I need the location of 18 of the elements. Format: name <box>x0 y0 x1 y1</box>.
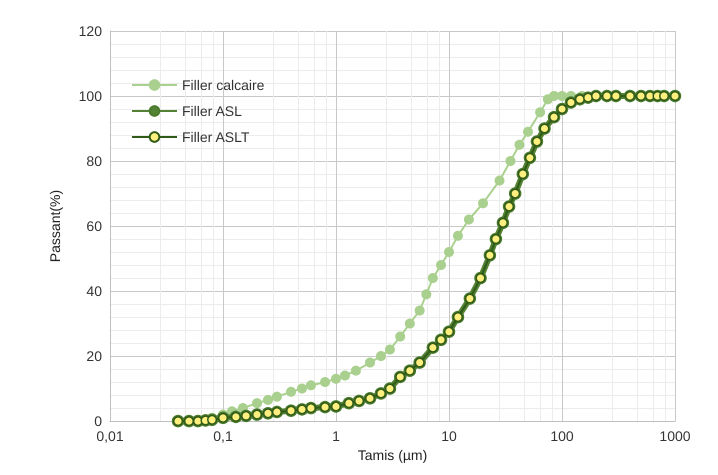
y-tick-label: 60 <box>86 218 102 234</box>
y-tick-label: 40 <box>86 283 102 300</box>
x-axis-title: Tamis (µm) <box>358 447 428 463</box>
y-tick-label: 0 <box>94 413 102 430</box>
x-tick-label: 100 <box>550 428 574 444</box>
legend-label: Filler ASLT <box>182 129 250 145</box>
x-tick-label: 0,1 <box>213 428 233 444</box>
y-tick-label: 80 <box>86 153 102 170</box>
x-tick-label: 10 <box>441 428 457 444</box>
x-tick-label: 1000 <box>659 428 691 444</box>
y-tick-label: 120 <box>78 23 102 39</box>
x-tick-label: 0,01 <box>96 428 124 444</box>
legend-label: Filler ASL <box>182 103 242 119</box>
y-tick-label: 100 <box>78 88 102 104</box>
y-tick-label: 20 <box>86 348 102 364</box>
y-axis-title: Passant(%) <box>47 190 63 262</box>
legend-label: Filler calcaire <box>182 77 265 93</box>
x-tick-label: 1 <box>332 428 340 444</box>
